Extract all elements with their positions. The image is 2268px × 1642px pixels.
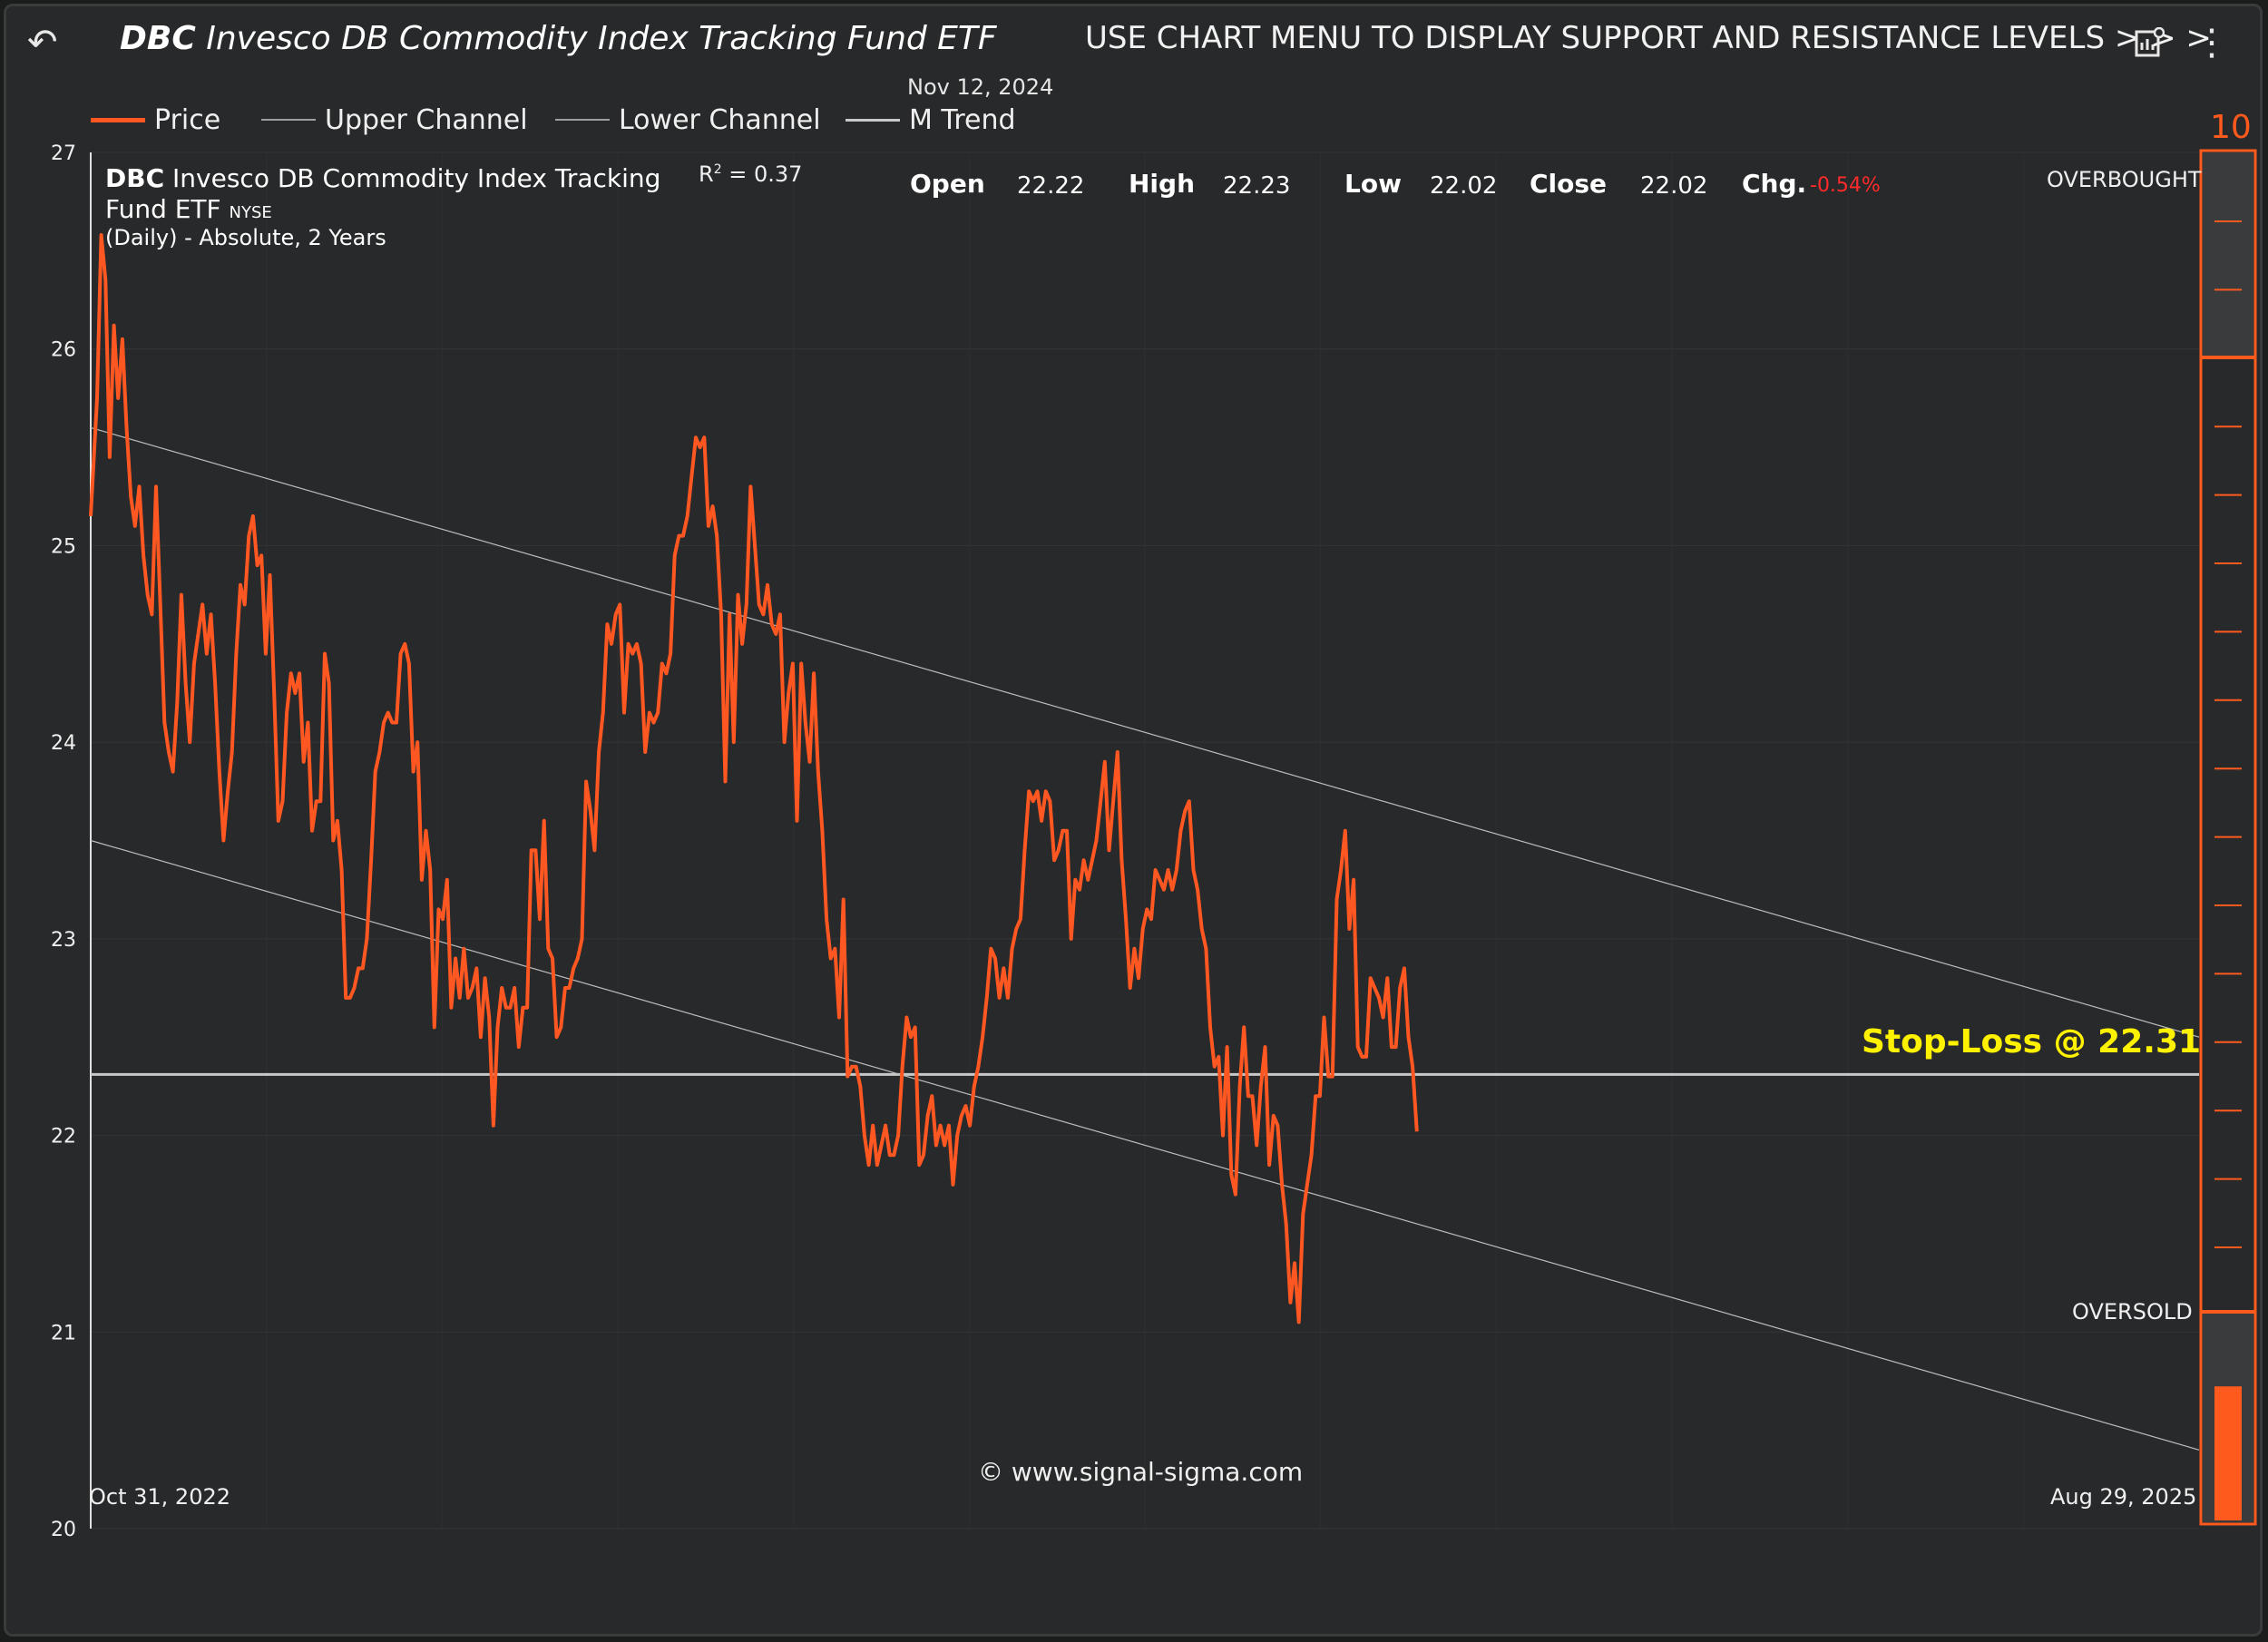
legend-swatch-upper — [261, 119, 316, 121]
open-label: Open — [910, 169, 985, 199]
chart-settings-icon[interactable] — [2134, 27, 2165, 58]
gauge-bar — [2214, 1386, 2242, 1520]
vertical-dots-icon[interactable]: ⋮ — [2194, 22, 2230, 64]
grid — [91, 151, 2199, 1530]
info-title-line2: Fund ETF NYSE — [105, 194, 272, 224]
current-date: Nov 12, 2024 — [907, 74, 1054, 100]
info-name-line1: Invesco DB Commodity Index Tracking — [172, 163, 661, 193]
y-tick-label: 21 — [51, 1322, 76, 1344]
x-axis-end-date: Aug 29, 2025 — [2050, 1484, 2197, 1510]
copyright: © www.signal-sigma.com — [978, 1457, 1304, 1487]
legend-swatch-lower — [555, 119, 610, 121]
legend-swatch-price — [91, 117, 145, 122]
legend-label-trend: M Trend — [909, 103, 1016, 136]
oscillator-gauge — [2199, 149, 2257, 1526]
overbought-label: OVERBOUGHT — [2047, 167, 2202, 192]
chart-frame — [4, 4, 2263, 1637]
y-tick-label: 25 — [51, 535, 76, 558]
chg-value: -0.54% — [1810, 174, 1881, 197]
close-value: 22.02 — [1640, 172, 1708, 200]
y-tick-label: 22 — [51, 1126, 76, 1148]
undo-arrow-icon[interactable]: ↶ — [27, 22, 58, 64]
legend-item-upper-channel[interactable]: Upper Channel — [261, 102, 528, 138]
chg-label: Chg. — [1742, 169, 1807, 199]
legend-label-lower: Lower Channel — [619, 103, 821, 136]
legend-item-lower-channel[interactable]: Lower Channel — [555, 102, 821, 138]
gauge-frame — [2199, 149, 2257, 1526]
title-fund-name: Invesco DB Commodity Index Tracking Fund… — [206, 20, 997, 57]
x-axis-start-date: Oct 31, 2022 — [89, 1484, 230, 1510]
stop-loss-label: Stop-Loss @ 22.31 — [1862, 1023, 2202, 1060]
low-label: Low — [1344, 169, 1402, 199]
open-value: 22.22 — [1017, 172, 1085, 200]
series-price — [89, 233, 1419, 1324]
legend-label-upper: Upper Channel — [325, 103, 528, 136]
high-label: High — [1129, 169, 1196, 199]
info-name-line2: Fund ETF — [105, 194, 221, 224]
r-squared: R2 = 0.37 — [699, 161, 802, 187]
legend-item-price[interactable]: Price — [91, 102, 220, 138]
y-tick-label: 27 — [51, 142, 76, 165]
y-axis: 27 26 25 24 23 22 21 20 — [51, 142, 92, 1541]
r2-value: = 0.37 — [721, 161, 803, 187]
low-value: 22.02 — [1430, 172, 1498, 200]
high-value: 22.23 — [1223, 172, 1291, 200]
series-lower-channel — [90, 839, 2200, 1451]
series-layer — [89, 233, 2200, 1451]
gauge-value: 10 — [2210, 109, 2252, 146]
y-tick-label: 26 — [51, 339, 76, 362]
info-exchange: NYSE — [229, 203, 272, 222]
y-tick-label: 23 — [51, 929, 76, 952]
menu-hint: USE CHART MENU TO DISPLAY SUPPORT AND RE… — [1085, 20, 2212, 56]
top-bar: ↶ DBC Invesco DB Commodity Index Trackin… — [0, 0, 2268, 82]
title-ticker: DBC — [120, 20, 196, 57]
overbought-zone — [2203, 152, 2253, 357]
page-title: DBC Invesco DB Commodity Index Tracking … — [120, 20, 997, 57]
legend-item-trend[interactable]: M Trend — [846, 102, 1016, 138]
info-ticker: DBC — [105, 163, 165, 193]
close-label: Close — [1530, 169, 1608, 199]
oversold-label: OVERSOLD — [2072, 1299, 2193, 1324]
legend-label-price: Price — [154, 103, 221, 136]
r2-superscript: 2 — [713, 162, 722, 177]
legend-swatch-trend — [846, 118, 900, 122]
y-tick-label: 20 — [51, 1519, 76, 1541]
y-tick-label: 24 — [51, 732, 76, 755]
info-title-line1: DBC Invesco DB Commodity Index Tracking — [105, 163, 660, 193]
r2-label: R — [699, 161, 714, 187]
info-period: (Daily) - Absolute, 2 Years — [105, 225, 386, 250]
series-upper-channel — [90, 426, 2200, 1038]
